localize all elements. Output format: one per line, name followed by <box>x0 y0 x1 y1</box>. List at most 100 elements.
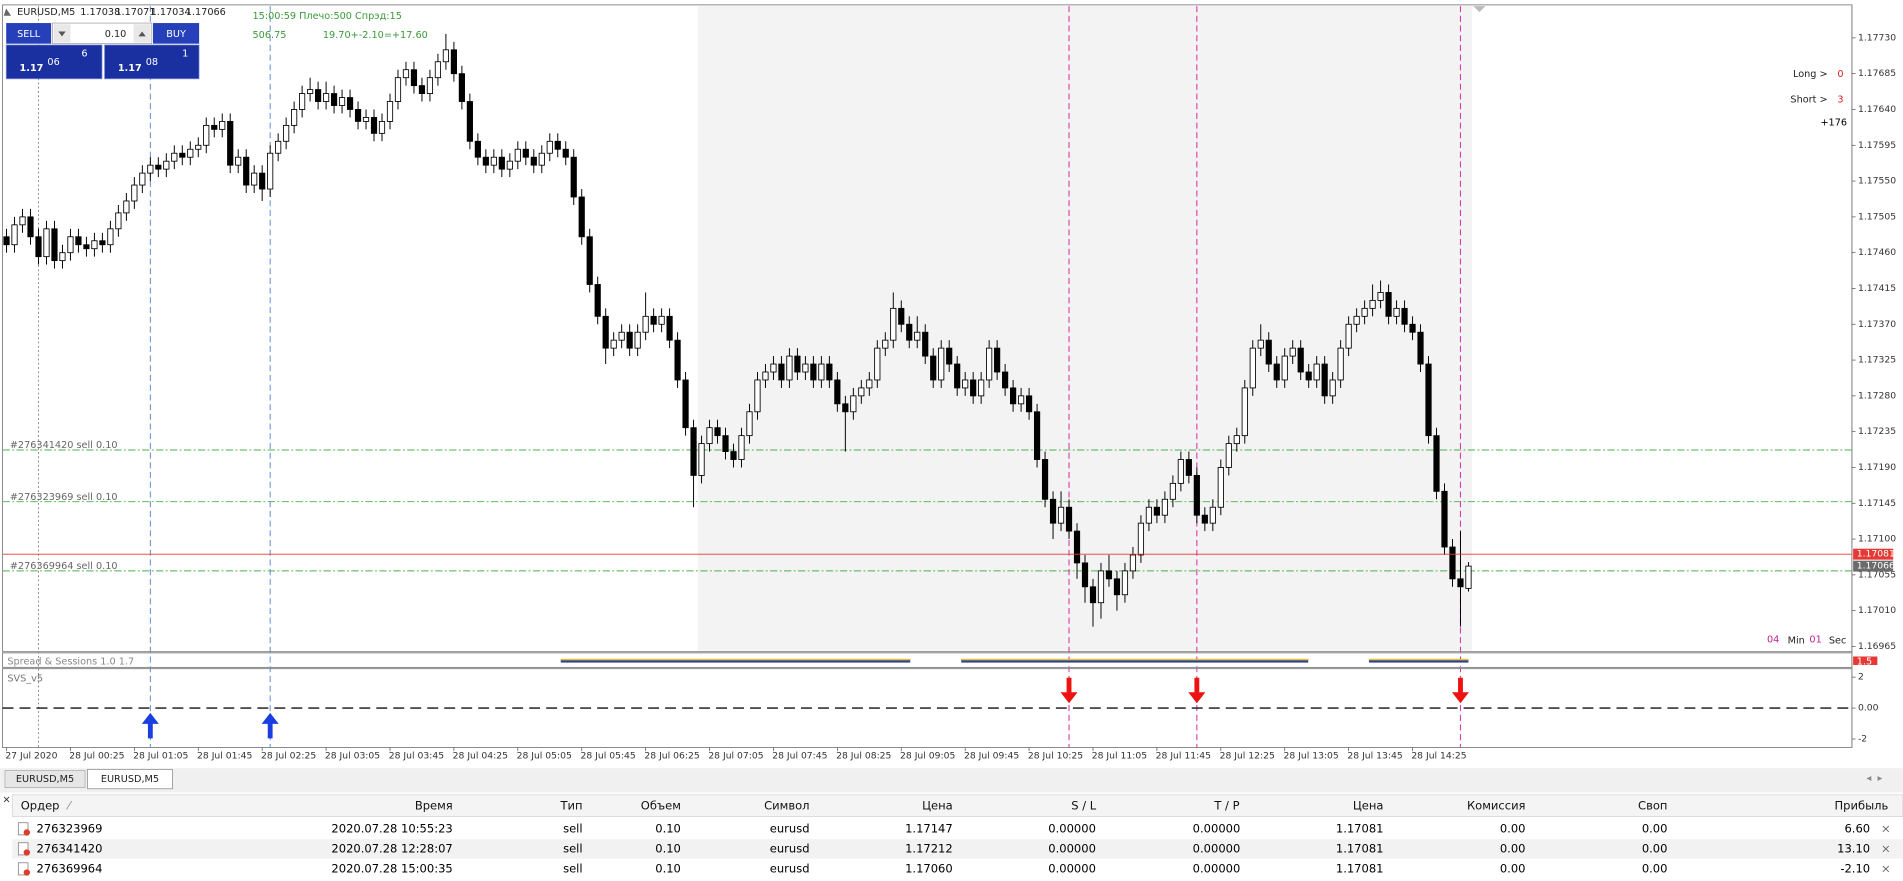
candle-body <box>1105 570 1113 580</box>
timer-min: 04 <box>1767 635 1779 646</box>
candle-body <box>187 148 194 158</box>
cell: 0.00 <box>1642 861 1668 875</box>
x-tick-label: 28 Jul 03:45 <box>389 751 444 762</box>
candle-body <box>706 427 713 445</box>
candle-body <box>674 339 681 381</box>
candle-body <box>538 152 545 166</box>
candle-body <box>211 124 218 130</box>
candle-body <box>19 216 26 226</box>
candle-body <box>610 339 617 349</box>
ask-box[interactable] <box>104 44 200 80</box>
buy-button[interactable] <box>153 23 200 44</box>
candle-body <box>402 69 410 79</box>
candle-body <box>714 427 721 437</box>
candle-body <box>914 331 921 341</box>
x-tick-label: 28 Jul 08:25 <box>836 751 891 762</box>
candle-body <box>1041 459 1049 500</box>
candle-body <box>642 315 649 333</box>
candle-body <box>251 172 258 186</box>
cell: 1.17081 <box>1336 841 1384 855</box>
candle-body <box>498 156 505 170</box>
x-tick-label: 28 Jul 05:45 <box>581 751 636 762</box>
candle-body <box>346 97 354 110</box>
close-order[interactable]: × <box>1881 841 1891 855</box>
candle-body <box>1289 347 1296 357</box>
candle-body <box>898 307 905 325</box>
y-tick-label: 1.17325 <box>1858 355 1896 366</box>
candle-body <box>1465 565 1472 589</box>
tab-label[interactable]: EURUSD,M5 <box>101 774 159 785</box>
cell: 0.00000 <box>1193 821 1241 835</box>
cell: 0.00000 <box>1048 861 1096 875</box>
candle-body <box>778 363 785 381</box>
row-bg <box>12 819 1903 839</box>
cell: 6.60 <box>1844 821 1870 835</box>
candle-body <box>35 236 42 258</box>
row-bg <box>12 859 1903 879</box>
lot-spinner[interactable] <box>51 22 153 45</box>
sell-label[interactable]: SELL <box>17 29 41 40</box>
cell: 0.00000 <box>1193 841 1241 855</box>
y-tick-label: 1.17685 <box>1858 68 1896 79</box>
candle-body <box>434 61 442 79</box>
candle-body <box>874 347 881 381</box>
tab[interactable] <box>4 770 86 788</box>
candle-body <box>51 228 58 262</box>
y-tick-label: 1.17370 <box>1858 319 1896 330</box>
tab-active[interactable] <box>87 768 173 790</box>
candle-body <box>730 451 737 460</box>
bid-box[interactable] <box>5 44 103 80</box>
cell: 2020.07.28 15:00:35 <box>331 861 452 875</box>
candle-body <box>1281 355 1288 381</box>
candle-body <box>195 144 202 150</box>
cell: 2020.07.28 10:55:23 <box>331 821 452 835</box>
candle-body <box>315 89 322 102</box>
short-label: Short > <box>1790 95 1827 106</box>
x-tick-label: 28 Jul 05:05 <box>517 751 572 762</box>
bar-close: 1.17066 <box>186 7 226 18</box>
candle-body <box>634 331 641 349</box>
candle-body <box>506 160 513 170</box>
ask-label-box <box>1853 548 1894 560</box>
column-header: Прибыль <box>1835 798 1889 812</box>
tab-scroll[interactable]: ◂ ▸ <box>1866 773 1882 784</box>
candle-body <box>67 236 74 254</box>
sell-button[interactable] <box>6 23 52 44</box>
buy-arrow <box>261 712 279 739</box>
buy-label[interactable]: BUY <box>166 29 186 40</box>
cell: 0.00 <box>1642 821 1668 835</box>
cell: 1.17081 <box>1336 861 1384 875</box>
svs-tick-label: 0.00 <box>1858 703 1879 714</box>
tab-label[interactable]: EURUSD,M5 <box>16 774 74 785</box>
close-order[interactable]: × <box>1881 821 1891 835</box>
candle-body <box>1393 307 1400 317</box>
candle-body <box>1297 347 1304 373</box>
cell: 1.17081 <box>1336 821 1384 835</box>
candle-body <box>378 120 386 134</box>
column-header: Символ <box>764 798 809 812</box>
candle-body <box>3 236 10 246</box>
x-tick-label: 28 Jul 09:05 <box>900 751 955 762</box>
close-order[interactable]: × <box>1881 861 1891 875</box>
candle-body <box>1097 570 1105 604</box>
svs-tick-label: 2 <box>1858 672 1864 683</box>
lot[interactable]: 0.10 <box>105 29 127 40</box>
x-tick-label: 28 Jul 01:05 <box>133 751 188 762</box>
candle-body <box>394 77 402 102</box>
close-terminal[interactable]: × <box>3 795 11 806</box>
x-tick-label: 28 Jul 04:25 <box>453 751 508 762</box>
x-tick-label: 28 Jul 01:45 <box>197 751 252 762</box>
candle-body <box>1065 506 1073 532</box>
candle-body <box>690 427 697 476</box>
candle-body <box>1433 435 1440 492</box>
candle-body <box>283 124 290 142</box>
timer-sec: 01 <box>1809 635 1821 646</box>
total-points: +176 <box>1820 118 1847 129</box>
timer-sec-label: Sec <box>1829 636 1846 647</box>
candle-body <box>602 315 609 349</box>
cell: 0.00 <box>1642 841 1668 855</box>
cell: eurusd <box>770 841 810 855</box>
candle-body <box>722 435 729 452</box>
candle-body <box>370 117 378 134</box>
